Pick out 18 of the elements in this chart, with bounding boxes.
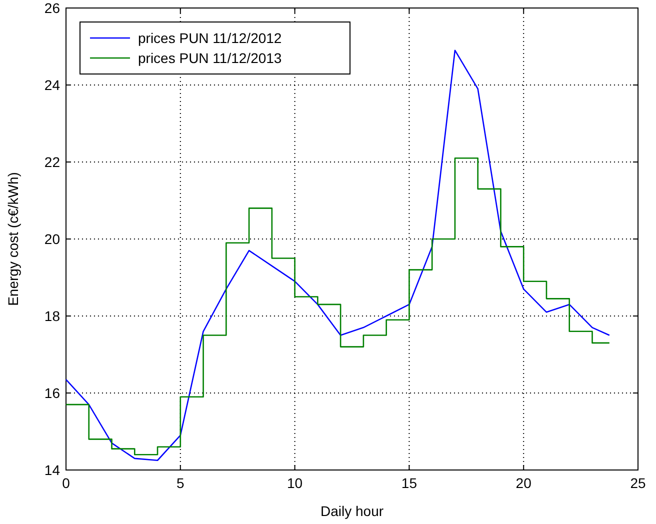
x-axis-title: Daily hour	[320, 503, 384, 519]
y-tick-label: 24	[44, 77, 60, 93]
line-series	[65, 50, 610, 462]
legend-label: prices PUN 11/12/2013	[138, 50, 282, 66]
y-axis-title: Energy cost (c€/kWh)	[5, 172, 21, 306]
x-tick-label: 15	[401, 475, 418, 491]
y-tick-label: 16	[44, 385, 60, 401]
y-tick-label: 22	[44, 154, 60, 170]
x-tick-label: 20	[516, 475, 532, 491]
x-tick-label: 0	[62, 475, 70, 491]
y-tick-label: 26	[44, 0, 60, 16]
y-tick-label: 14	[44, 462, 60, 478]
y-tick-label: 20	[44, 231, 60, 247]
legend-label: prices PUN 11/12/2012	[138, 30, 282, 46]
x-tick-label: 25	[630, 475, 646, 491]
x-tick-label: 10	[287, 475, 303, 491]
x-tick-label: 5	[176, 475, 184, 491]
y-tick-label: 18	[44, 308, 60, 324]
